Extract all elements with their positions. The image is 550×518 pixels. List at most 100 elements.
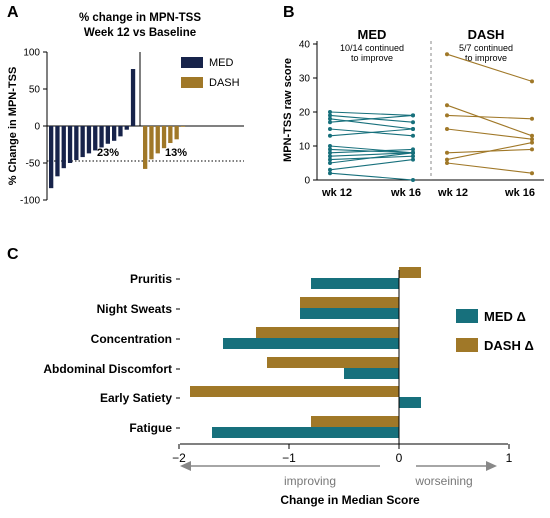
panel-b-med-point [411,178,415,182]
panel-b-med-point [328,167,332,172]
panel-a-med-bar [93,126,98,151]
panel-b-med-point [328,127,332,131]
panel-c-dash-bar [399,267,421,278]
panel-a-med-bar [61,126,66,169]
worsening-arrow-head [486,461,497,471]
panel-c-med-bar [212,427,399,438]
panel-c-xtick-label: 0 [396,451,403,465]
panel-b-med-point [328,133,332,138]
panel-a-med-bar [49,126,54,189]
panel-b-dash-point [530,137,534,142]
panel-b-dash-point [445,127,449,131]
panel-b-med-line [329,172,414,181]
panel-c-dash-bar [190,386,399,397]
panel-a-title-line2: Week 12 vs Baseline [84,27,196,39]
panel-c-med-bar [311,278,399,289]
panel-c-categories: Pruritis Night Sweats Concentration Abdomin… [43,272,180,435]
panel-b-med-line [329,145,414,154]
panel-b-med-line [329,128,414,137]
panel-c-med-bar [344,368,399,379]
panel-c-bars [190,267,421,438]
panel-c-med-bar [223,338,399,349]
panel-a-med-bar [80,126,85,158]
panel-b-med-point [328,161,332,165]
panel-b-med-point [411,154,415,159]
panel-c-legend-dash-label: DASH Δ [484,338,534,353]
panel-a-dash-bar [168,126,173,144]
panel-b-med-point [411,133,415,138]
panel-b-dash-point [530,79,534,84]
panel-a-dash-bar [143,126,148,169]
panel-b-xtick-2: wk 16 [390,187,421,199]
panel-b-med-point [411,150,415,155]
panel-c-ticks: −2 −1 0 1 [172,444,513,465]
panel-a-med-label: 23% [97,147,119,159]
panel-c-category-label: Fatigue [129,421,172,435]
panel-a-med-bar [118,126,123,137]
panel-b-dash-point [445,52,449,57]
panel-a-med-bar [86,126,92,154]
panel-b-med-line [329,159,414,171]
panel-c-xtick-label: −2 [172,451,186,465]
panel-b-med-point [328,113,332,118]
panel-c-category-label: Early Satiety [100,391,172,405]
improving-label: improving [284,474,336,488]
panel-b-letter: B [283,4,295,21]
panel-a-med-bar [99,126,104,148]
panel-b-med-point [411,127,415,131]
panel-b-med-point [328,157,332,162]
panel-c-med-bar [399,397,421,408]
panel-a-med-bar [105,126,110,144]
panel-c-category-label: Night Sweats [97,302,173,316]
panel-a-ytick-label: 50 [29,85,41,96]
worsening-label: worseining [414,474,472,488]
panel-c-xtick-label: −1 [282,451,296,465]
panel-b-ytick-label: 0 [304,176,310,187]
panel-a-ytick-label: 0 [34,122,40,133]
panel-b-med-point [328,116,332,121]
panel-b-med-point [328,147,332,152]
panel-b-med-point [328,144,332,148]
panel-c-med-bar [300,308,399,319]
panel-c-x-title: Change in Median Score [280,493,420,507]
panel-b-dash-point [445,161,449,165]
panel-c-category-label: Abdominal Discomfort [43,362,172,376]
panel-b-dash-point [530,147,534,152]
panel-c-category-label: Concentration [91,332,172,346]
panel-c: C Pruritis Night Sweats Concentration Abdom… [7,246,534,507]
panel-b-dash-line [446,53,533,82]
panel-b-med-title: MED [358,27,387,42]
panel-a-med-bar [112,126,117,141]
panel-c-dash-bar [256,327,399,338]
panel-b-dash-line [446,128,533,140]
panel-b-ytick-label: 20 [299,108,311,119]
panel-a-ytick-label: -50 [26,159,41,170]
panel-a-dash-bar [149,126,154,160]
panel-b-med-point [328,120,332,125]
panel-a-legend-med-label: MED [209,57,234,69]
panel-a-dash-bar [155,126,160,154]
panel-c-dash-bar [311,416,399,427]
panel-b-med-line [329,152,414,157]
panel-b-med-point [328,154,332,159]
panel-a-legend-dash-label: DASH [209,77,240,89]
panel-a-dash-bar [161,126,167,149]
panel-b-dash-note-1: 5/7 continued [459,43,513,53]
panel-b-dash-point [445,157,449,162]
panel-a-y-title: % Change in MPN-TSS [7,67,19,186]
panel-b-dash-point [445,103,449,108]
panel-a-ytick-label: -100 [20,196,40,207]
panel-b-med-point [411,157,415,162]
panel-a-dash-label: 13% [165,147,187,159]
panel-b-med-point [328,171,332,176]
panel-b-med-line [329,148,414,154]
panel-a-med-bar [74,126,79,161]
panel-b-dash-line [446,162,533,174]
panel-a-letter: A [7,4,19,21]
panel-c-legend-dash-swatch [456,338,478,352]
panel-b-med-point [328,110,332,114]
panel-b-dash-point [530,140,534,145]
panel-b-med-point [411,120,415,125]
panel-b: B MPN-TSS raw score 40 30 20 10 0 MED 10/14 … [282,4,544,199]
